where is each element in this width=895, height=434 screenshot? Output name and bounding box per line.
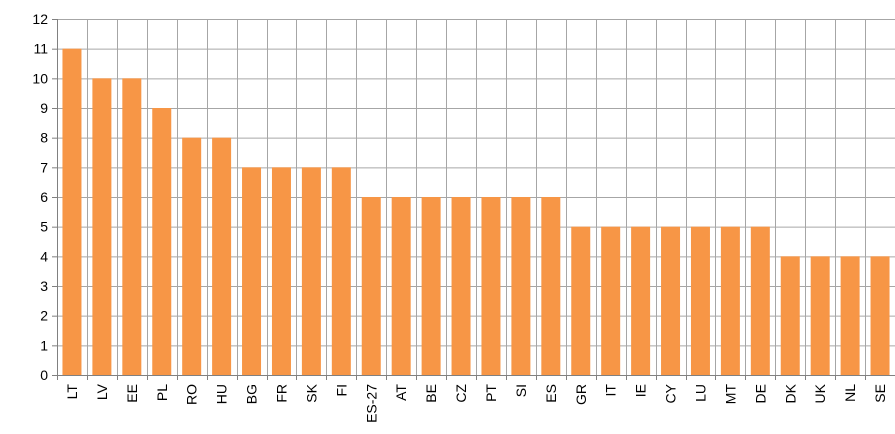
y-tick-label: 6	[40, 189, 48, 205]
x-tick-label: SE	[872, 384, 888, 403]
y-tick-label: 0	[40, 367, 48, 383]
x-tick-label: CY	[663, 383, 679, 403]
y-tick-label: 3	[40, 278, 48, 294]
x-tick-label: HU	[214, 384, 230, 404]
bar-ie	[631, 226, 651, 375]
axis-layer	[52, 19, 895, 380]
bar-gr	[571, 226, 591, 375]
x-tick-label: LU	[692, 384, 708, 402]
bar-cz	[451, 197, 471, 375]
bar-lu	[690, 226, 710, 375]
bar-se	[870, 256, 890, 375]
bar-be	[421, 197, 441, 375]
y-tick-label: 7	[40, 159, 48, 175]
x-tick-labels: LT LV EE PL RO HU BG FR SK FI ES-27 AT BE CZ PT SI ES GR I…	[64, 383, 888, 423]
x-tick-label: MT	[722, 384, 738, 405]
bar-lv	[92, 78, 112, 375]
bar-hu	[212, 137, 232, 375]
bar-pl	[152, 108, 172, 375]
x-tick-label: IT	[603, 384, 619, 397]
bar-at	[391, 197, 411, 375]
y-tick-label: 5	[40, 219, 48, 235]
bar-pt	[481, 197, 501, 375]
bar-si	[511, 197, 531, 375]
x-tick-label: LT	[64, 384, 80, 400]
y-tick-label: 12	[32, 11, 48, 27]
x-tick-label: BE	[423, 384, 439, 403]
y-tick-label: 9	[40, 100, 48, 116]
y-tick-label: 4	[40, 248, 48, 264]
x-tick-label: BG	[244, 384, 260, 404]
bar-de	[750, 226, 770, 375]
x-tick-label: AT	[393, 384, 409, 401]
bar-mt	[720, 226, 740, 375]
bar-uk	[810, 256, 830, 375]
x-tick-label: ES	[543, 384, 559, 403]
bar-es-27	[361, 197, 381, 375]
bar-dk	[780, 256, 800, 375]
bar-ee	[122, 78, 142, 375]
bar-nl	[840, 256, 860, 375]
x-tick-label: FI	[333, 384, 349, 396]
y-tick-label: 2	[40, 308, 48, 324]
x-tick-label: DE	[752, 384, 768, 403]
x-tick-label: FR	[273, 384, 289, 403]
y-tick-label: 11	[33, 41, 48, 57]
x-tick-label: SK	[303, 383, 319, 402]
x-tick-label: PL	[154, 384, 170, 401]
bar-cy	[661, 226, 681, 375]
bar-bg	[242, 167, 262, 375]
bar-fr	[271, 167, 291, 375]
y-tick-label: 8	[40, 130, 48, 146]
x-tick-label: GR	[573, 384, 589, 405]
bar-lt	[62, 48, 82, 376]
bar-ro	[182, 137, 202, 375]
bar-layer	[62, 48, 890, 376]
x-tick-label: EE	[124, 384, 140, 403]
x-tick-label: UK	[812, 383, 828, 403]
x-tick-label: PT	[483, 384, 499, 402]
y-tick-label: 10	[32, 70, 48, 86]
x-tick-label: NL	[842, 384, 858, 402]
x-tick-label: CZ	[453, 384, 469, 403]
bar-es	[541, 197, 561, 375]
bar-it	[601, 226, 621, 375]
x-tick-label: IE	[633, 384, 649, 397]
x-tick-label: DK	[782, 383, 798, 403]
bar-fi	[331, 167, 351, 375]
y-tick-label: 1	[40, 337, 48, 353]
x-tick-label: ES-27	[363, 384, 379, 423]
x-tick-label: SI	[513, 384, 529, 397]
bar-sk	[301, 167, 321, 375]
x-tick-label: LV	[94, 383, 110, 400]
x-tick-label: RO	[184, 384, 200, 405]
